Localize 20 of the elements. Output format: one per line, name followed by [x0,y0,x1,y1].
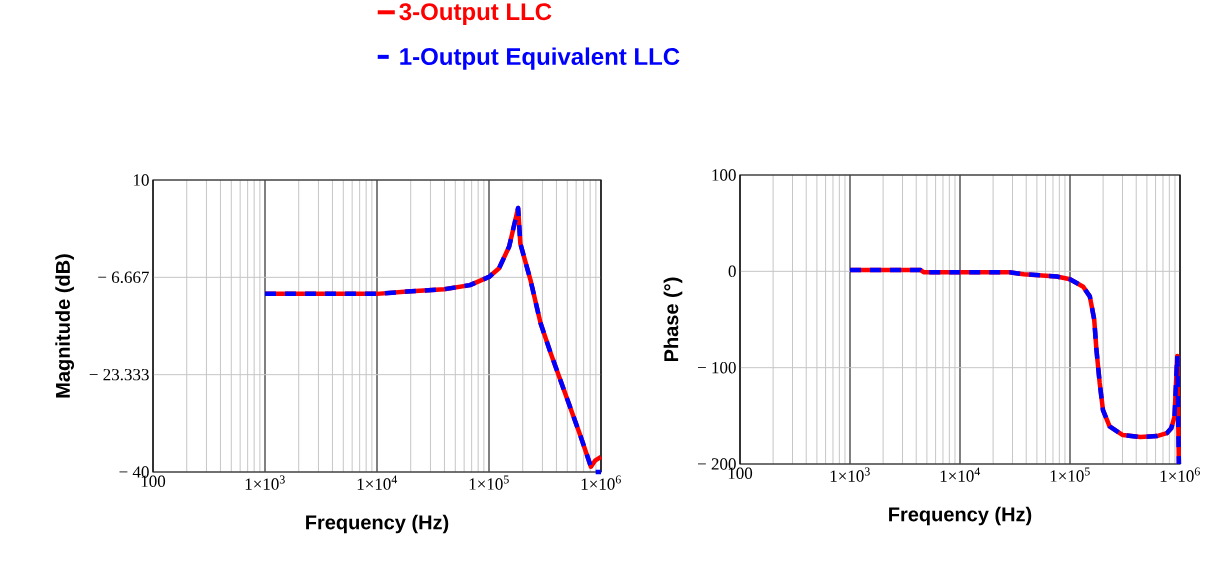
y-tick-label: − 6.667 [98,271,149,284]
legend-label: 3-Output LLC [399,3,552,25]
x-tick-label: 1×10$^{6}$ [1160,467,1200,482]
x-tick-label: 1×10$^{6}$ [581,475,621,490]
y-tick-label: 10 [133,174,149,186]
y-tick-label: − 100 [697,361,736,374]
x-tick-label: 1×10$^{5}$ [469,475,509,490]
y-axis-title: Phase (°) [663,277,683,362]
legend-label: 1-Output Equivalent LLC [400,47,680,70]
x-tick-label: 1×10$^{5}$ [1050,467,1090,482]
y-axis-title: Magnitude (dB) [55,254,75,398]
x-axis-title: Frequency (Hz) [889,506,1032,526]
y-tick-label: 0 [728,265,736,278]
x-tick-label: 1×10$^{4}$ [940,467,981,482]
x-tick-label: 1×10$^{3}$ [245,475,285,490]
y-tick-label: − 23.333 [89,368,149,381]
x-axis-title: Frequency (Hz) [306,514,449,534]
y-tick-label: 100 [712,169,736,181]
x-tick-label: 1×10$^{4}$ [357,475,398,490]
x-tick-label: 1×10$^{3}$ [830,467,870,482]
